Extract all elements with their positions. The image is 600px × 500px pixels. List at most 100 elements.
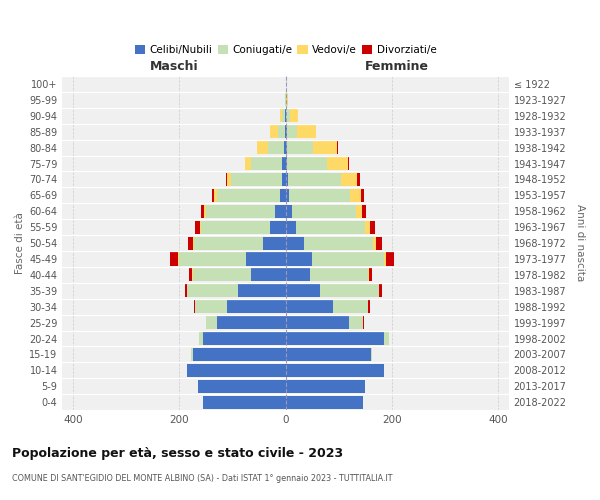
Bar bbox=[283, 109, 285, 122]
Bar bbox=[284, 125, 286, 138]
Bar bbox=[286, 204, 292, 218]
Bar bbox=[290, 109, 298, 122]
Bar bbox=[368, 268, 369, 281]
Bar bbox=[297, 125, 316, 138]
Bar bbox=[194, 236, 263, 250]
Bar bbox=[194, 300, 195, 313]
Bar bbox=[206, 204, 275, 218]
Bar bbox=[198, 380, 286, 393]
Bar bbox=[286, 364, 384, 377]
Text: COMUNE DI SANT'EGIDIO DEL MONTE ALBINO (SA) - Dati ISTAT 1° gennaio 2023 - TUTTI: COMUNE DI SANT'EGIDIO DEL MONTE ALBINO (… bbox=[12, 474, 392, 483]
Bar bbox=[286, 332, 384, 345]
Bar bbox=[286, 380, 365, 393]
Text: Popolazione per età, sesso e stato civile - 2023: Popolazione per età, sesso e stato civil… bbox=[12, 448, 343, 460]
Bar bbox=[195, 300, 227, 313]
Bar bbox=[286, 125, 287, 138]
Bar bbox=[304, 236, 373, 250]
Text: Femmine: Femmine bbox=[365, 60, 429, 72]
Bar bbox=[386, 252, 394, 266]
Bar bbox=[227, 173, 232, 186]
Bar bbox=[292, 204, 356, 218]
Bar bbox=[296, 220, 365, 234]
Text: Maschi: Maschi bbox=[149, 60, 199, 72]
Bar bbox=[310, 268, 368, 281]
Bar bbox=[257, 141, 268, 154]
Bar bbox=[195, 220, 200, 234]
Bar bbox=[178, 252, 179, 266]
Bar bbox=[286, 300, 334, 313]
Bar bbox=[286, 252, 312, 266]
Bar bbox=[349, 316, 362, 329]
Bar bbox=[227, 300, 286, 313]
Bar bbox=[190, 268, 192, 281]
Bar bbox=[286, 316, 349, 329]
Bar bbox=[203, 332, 286, 345]
Bar bbox=[287, 94, 288, 106]
Bar bbox=[379, 284, 382, 298]
Bar bbox=[362, 204, 367, 218]
Bar bbox=[201, 204, 204, 218]
Bar bbox=[286, 236, 304, 250]
Bar bbox=[179, 252, 246, 266]
Bar bbox=[193, 348, 286, 361]
Bar bbox=[286, 157, 287, 170]
Bar bbox=[206, 316, 217, 329]
Bar bbox=[320, 284, 379, 298]
Bar bbox=[337, 141, 338, 154]
Bar bbox=[212, 189, 214, 202]
Bar bbox=[289, 189, 350, 202]
Bar bbox=[282, 173, 286, 186]
Bar bbox=[327, 157, 349, 170]
Bar bbox=[188, 236, 193, 250]
Bar bbox=[371, 348, 372, 361]
Bar bbox=[286, 141, 287, 154]
Bar bbox=[362, 316, 364, 329]
Bar bbox=[287, 125, 297, 138]
Bar bbox=[217, 316, 286, 329]
Bar bbox=[287, 141, 313, 154]
Bar bbox=[238, 284, 286, 298]
Y-axis label: Fasce di età: Fasce di età bbox=[15, 212, 25, 274]
Bar bbox=[226, 173, 227, 186]
Bar bbox=[286, 220, 296, 234]
Bar bbox=[170, 252, 178, 266]
Bar bbox=[268, 141, 284, 154]
Bar bbox=[286, 109, 290, 122]
Bar bbox=[245, 157, 251, 170]
Bar bbox=[286, 348, 371, 361]
Bar bbox=[280, 189, 286, 202]
Bar bbox=[217, 189, 280, 202]
Bar bbox=[334, 300, 368, 313]
Bar bbox=[313, 141, 337, 154]
Bar bbox=[278, 125, 284, 138]
Bar bbox=[284, 141, 286, 154]
Bar bbox=[251, 157, 283, 170]
Bar bbox=[283, 157, 286, 170]
Bar bbox=[369, 268, 371, 281]
Legend: Celibi/Nubili, Coniugati/e, Vedovi/e, Divorziati/e: Celibi/Nubili, Coniugati/e, Vedovi/e, Di… bbox=[131, 41, 440, 60]
Bar bbox=[350, 189, 361, 202]
Bar bbox=[341, 173, 358, 186]
Bar bbox=[286, 268, 310, 281]
Bar bbox=[263, 236, 286, 250]
Bar bbox=[384, 252, 386, 266]
Bar bbox=[286, 284, 320, 298]
Bar bbox=[287, 157, 327, 170]
Bar bbox=[185, 284, 187, 298]
Bar bbox=[370, 220, 375, 234]
Bar bbox=[187, 364, 286, 377]
Bar bbox=[232, 173, 282, 186]
Bar bbox=[200, 220, 269, 234]
Bar bbox=[251, 268, 286, 281]
Y-axis label: Anni di nascita: Anni di nascita bbox=[575, 204, 585, 282]
Bar bbox=[286, 173, 288, 186]
Bar bbox=[384, 332, 389, 345]
Bar bbox=[358, 173, 360, 186]
Bar bbox=[368, 300, 370, 313]
Bar bbox=[312, 252, 384, 266]
Bar bbox=[361, 189, 364, 202]
Bar bbox=[187, 284, 238, 298]
Bar bbox=[191, 348, 193, 361]
Bar bbox=[193, 268, 251, 281]
Bar bbox=[246, 252, 286, 266]
